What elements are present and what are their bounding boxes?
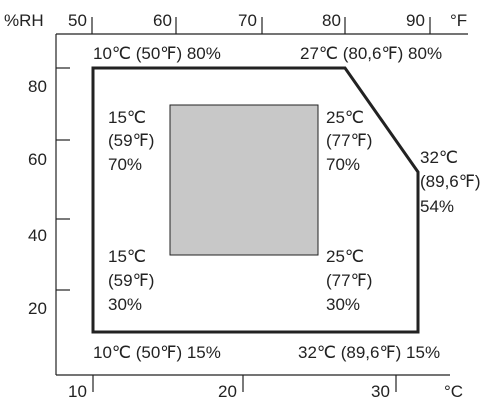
inner-tr-celsius: 25℃ — [326, 108, 364, 127]
inner-tr-rh: 70% — [326, 155, 360, 174]
permissible-operating-area — [91, 66, 420, 334]
inner-br-rh: 30% — [326, 295, 360, 314]
outer-top-right-label: 27℃ (80,6℉) 80% — [300, 44, 442, 63]
inner-tr-fahrenheit: (77℉) — [326, 131, 372, 150]
inner-tl-fahrenheit: (59℉) — [108, 131, 154, 150]
bottom-tick-label-20: 20 — [218, 382, 237, 400]
top-tick-label-70: 70 — [238, 11, 257, 30]
bottom-tick-label-30: 30 — [371, 382, 390, 400]
inner-tl-rh: 70% — [108, 155, 142, 174]
inner-bl-fahrenheit: (59℉) — [108, 271, 154, 290]
outer-bottom-right-label: 32℃ (89,6℉) 15% — [298, 343, 440, 362]
top-tick-label-90: 90 — [406, 11, 425, 30]
fahrenheit-unit-label: °F — [450, 11, 467, 30]
rh-unit-label: %RH — [4, 11, 44, 30]
axes — [55, 17, 468, 392]
top-tick-label-80: 80 — [322, 11, 341, 30]
inner-br-fahrenheit: (77℉) — [326, 271, 372, 290]
inner-br-celsius: 25℃ — [326, 247, 364, 266]
outer-right-temp-f: (89,6℉) — [420, 172, 481, 191]
outer-top-left-label: 10℃ (50℉) 80% — [93, 44, 221, 63]
inner-tl-celsius: 15℃ — [108, 108, 146, 127]
outer-right-temp-c: 32℃ — [420, 148, 458, 167]
recommended-operating-area — [169, 104, 319, 256]
inner-bl-celsius: 15℃ — [108, 247, 146, 266]
left-tick-label-60: 60 — [28, 150, 47, 169]
left-tick-label-40: 40 — [28, 226, 47, 245]
inner-bl-rh: 30% — [108, 295, 142, 314]
top-tick-label-60: 60 — [153, 11, 172, 30]
outer-right-rh: 54% — [420, 197, 454, 216]
celsius-unit-label: °C — [444, 382, 463, 400]
left-tick-label-80: 80 — [28, 77, 47, 96]
outer-bottom-left-label: 10℃ (50℉) 15% — [93, 343, 221, 362]
top-tick-label-50: 50 — [68, 11, 87, 30]
bottom-tick-label-10: 10 — [68, 382, 87, 400]
left-tick-label-20: 20 — [28, 299, 47, 318]
